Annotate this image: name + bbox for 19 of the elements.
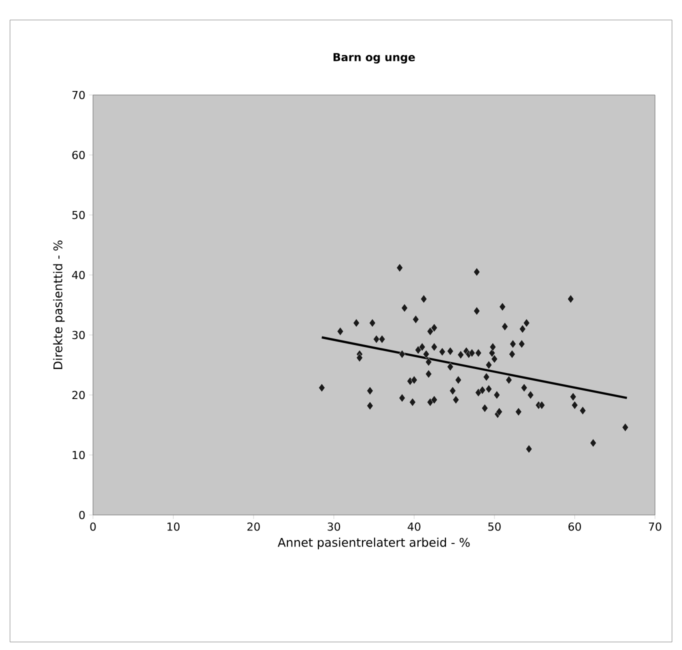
x-tick-label: 10 [168, 522, 180, 531]
x-tick-label: 60 [568, 522, 581, 531]
y-tick-label: 10 [72, 450, 85, 460]
y-axis-title: Direkte pasienttid - % [53, 240, 65, 369]
x-axis-title: Annet pasientrelatert arbeid - % [278, 538, 470, 550]
x-tick-label: 40 [408, 522, 420, 531]
x-tick-label: 20 [247, 522, 260, 531]
y-tick-label: 30 [72, 330, 85, 340]
y-tick-label: 20 [72, 390, 85, 400]
y-tick-label: 70 [72, 90, 85, 100]
x-tick-label: 50 [488, 522, 501, 531]
y-tick-label: 50 [72, 210, 85, 220]
x-tick-label: 70 [648, 522, 662, 531]
y-tick-label: 40 [72, 270, 85, 280]
x-tick-label: 0 [90, 522, 96, 531]
y-tick-label: 0 [79, 510, 85, 520]
chart-title: Barn og unge [334, 53, 415, 64]
x-tick-label: 30 [328, 522, 340, 531]
y-tick-label: 60 [72, 150, 85, 160]
